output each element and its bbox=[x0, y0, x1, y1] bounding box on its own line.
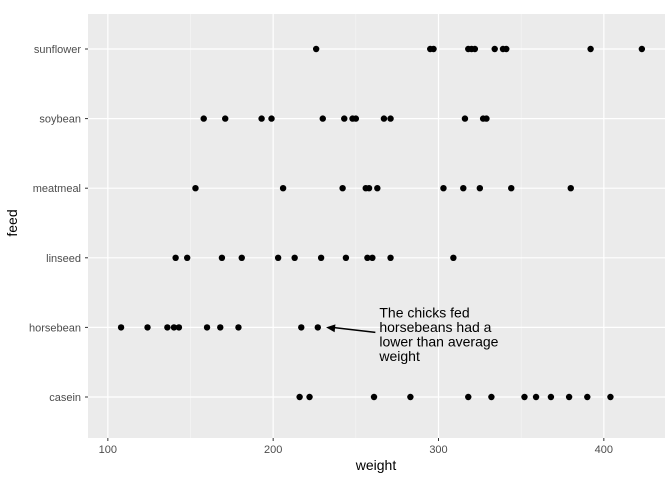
data-point-sunflower bbox=[430, 45, 437, 53]
data-point-soybean bbox=[387, 115, 394, 122]
x-tick-label: 100 bbox=[99, 444, 117, 456]
data-point-soybean bbox=[200, 115, 207, 122]
data-point-linseed bbox=[238, 254, 245, 261]
data-point-casein bbox=[584, 393, 591, 401]
data-point-casein bbox=[370, 393, 378, 401]
data-point-soybean bbox=[483, 115, 490, 122]
annotation: The chicks fed horsebeans had a lower than… bbox=[326, 304, 499, 364]
x-tick-label: 400 bbox=[595, 444, 613, 456]
data-point-soybean bbox=[352, 115, 360, 122]
y-axis-title: feed bbox=[4, 209, 20, 236]
data-point-horsebean bbox=[314, 324, 322, 331]
data-point-sunflower bbox=[503, 45, 510, 53]
data-point-sunflower bbox=[471, 45, 479, 53]
y-tick-label-horsebean: horsebean bbox=[29, 322, 81, 334]
data-point-horsebean bbox=[203, 324, 211, 331]
data-point-linseed bbox=[183, 254, 191, 261]
y-tick-label-linseed: linseed bbox=[46, 253, 81, 265]
y-tick-label-casein: casein bbox=[49, 392, 81, 404]
x-axis-ticks: 100 200 300 400 bbox=[99, 438, 613, 456]
data-point-linseed bbox=[218, 254, 226, 261]
x-axis-title: weight bbox=[355, 457, 397, 473]
data-point-casein bbox=[296, 393, 303, 401]
data-point-sunflower bbox=[587, 45, 594, 53]
data-point-soybean bbox=[258, 115, 265, 122]
data-point-horsebean bbox=[175, 324, 183, 331]
data-point-linseed bbox=[369, 254, 376, 261]
data-point-soybean bbox=[341, 115, 348, 122]
data-point-sunflower bbox=[491, 45, 498, 53]
data-point-soybean bbox=[319, 115, 326, 122]
data-point-horsebean bbox=[164, 324, 171, 331]
data-point-soybean bbox=[380, 115, 388, 122]
data-point-linseed bbox=[342, 254, 350, 261]
annotation-line: weight bbox=[378, 348, 420, 364]
data-point-meatmeal bbox=[567, 185, 574, 192]
data-point-linseed bbox=[274, 254, 282, 261]
data-point-casein bbox=[565, 393, 573, 401]
data-point-meatmeal bbox=[365, 185, 373, 192]
data-point-meatmeal bbox=[374, 185, 381, 192]
data-point-meatmeal bbox=[460, 185, 467, 192]
annotation-arrowhead bbox=[326, 324, 336, 333]
y-axis-ticks: casein horsebean linseed meatmeal soybean sun… bbox=[29, 44, 88, 404]
x-tick-label: 300 bbox=[429, 444, 447, 456]
annotation-arrow bbox=[331, 326, 376, 334]
y-tick-label-meatmeal: meatmeal bbox=[33, 183, 81, 195]
annotation-line: lower than average bbox=[379, 333, 498, 349]
data-point-casein bbox=[407, 393, 414, 401]
data-point-casein bbox=[306, 393, 313, 401]
data-point-linseed bbox=[317, 254, 325, 261]
data-point-soybean bbox=[268, 115, 275, 122]
data-point-soybean bbox=[222, 115, 229, 122]
data-point-linseed bbox=[387, 254, 394, 261]
data-point-meatmeal bbox=[508, 185, 515, 192]
data-point-horsebean bbox=[235, 324, 242, 331]
data-point-linseed bbox=[364, 254, 371, 261]
minor-gridlines bbox=[190, 14, 522, 438]
major-gridlines bbox=[88, 14, 665, 438]
data-point-meatmeal bbox=[279, 185, 287, 192]
y-tick-label-soybean: soybean bbox=[39, 114, 81, 126]
data-point-horsebean bbox=[217, 324, 224, 331]
annotation-line: horsebeans had a bbox=[379, 319, 491, 335]
data-point-soybean bbox=[461, 115, 469, 122]
annotation-text: The chicks fed horsebeans had a lower than… bbox=[378, 304, 498, 364]
data-point-casein bbox=[607, 393, 614, 401]
data-point-casein bbox=[465, 393, 472, 401]
data-point-casein bbox=[532, 393, 540, 401]
data-point-meatmeal bbox=[476, 185, 484, 192]
data-point-horsebean bbox=[298, 324, 305, 331]
y-tick-label-sunflower: sunflower bbox=[34, 44, 81, 56]
data-point-casein bbox=[521, 393, 528, 401]
x-tick-label: 200 bbox=[264, 444, 282, 456]
data-point-linseed bbox=[450, 254, 457, 261]
data-point-casein bbox=[547, 393, 555, 401]
data-point-casein bbox=[488, 393, 495, 401]
data-point-sunflower bbox=[312, 45, 320, 53]
data-point-linseed bbox=[291, 254, 298, 261]
data-point-meatmeal bbox=[440, 185, 447, 192]
data-point-meatmeal bbox=[339, 185, 346, 192]
data-point-meatmeal bbox=[192, 185, 199, 192]
annotation-line: The chicks fed bbox=[379, 304, 469, 320]
data-point-horsebean bbox=[144, 324, 151, 331]
data-point-horsebean bbox=[117, 324, 125, 331]
data-point-linseed bbox=[172, 254, 179, 261]
data-point-sunflower bbox=[638, 45, 646, 53]
data-point-horsebean bbox=[170, 324, 178, 331]
data-points bbox=[117, 45, 646, 401]
plot-panel bbox=[88, 14, 665, 438]
